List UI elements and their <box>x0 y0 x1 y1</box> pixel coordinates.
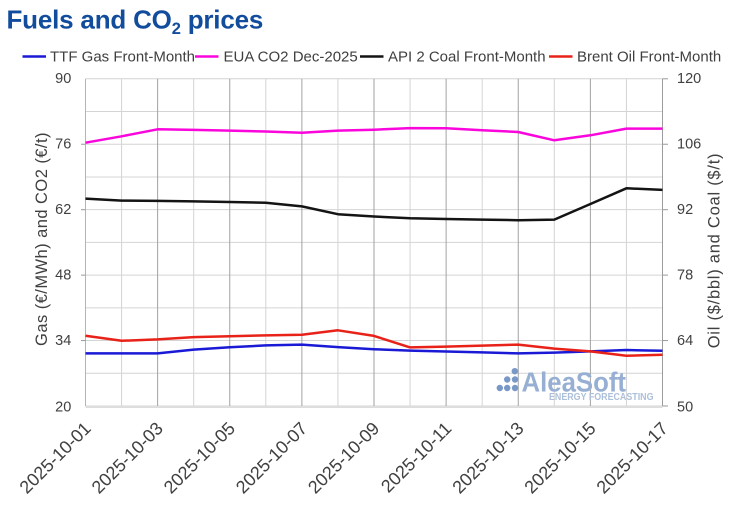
svg-text:64: 64 <box>677 333 693 349</box>
svg-text:120: 120 <box>677 71 701 87</box>
svg-text:48: 48 <box>55 267 71 283</box>
svg-text:34: 34 <box>55 333 71 349</box>
svg-text:78: 78 <box>677 267 693 283</box>
svg-text:TTF Gas Front-Month: TTF Gas Front-Month <box>50 49 195 66</box>
svg-text:ENERGY FORECASTING: ENERGY FORECASTING <box>549 392 654 403</box>
svg-text:API 2 Coal Front-Month: API 2 Coal Front-Month <box>388 49 546 66</box>
svg-text:76: 76 <box>55 137 71 153</box>
svg-text:AleaSoft: AleaSoft <box>522 367 627 398</box>
svg-text:Fuels and CO2 prices: Fuels and CO2 prices <box>7 5 264 39</box>
svg-text:20: 20 <box>55 400 71 416</box>
svg-text:Gas (€/MWh) and CO2 (€/t): Gas (€/MWh) and CO2 (€/t) <box>33 132 51 346</box>
svg-text:106: 106 <box>677 137 701 153</box>
svg-text:EUA CO2 Dec-2025: EUA CO2 Dec-2025 <box>224 49 358 66</box>
svg-text:Brent Oil Front-Month: Brent Oil Front-Month <box>577 49 721 66</box>
svg-text:90: 90 <box>55 71 71 87</box>
svg-text:50: 50 <box>677 400 693 416</box>
svg-text:Oil ($/bbl) and Coal ($/t): Oil ($/bbl) and Coal ($/t) <box>706 153 724 349</box>
svg-text:62: 62 <box>55 202 71 218</box>
svg-text:92: 92 <box>677 202 693 218</box>
